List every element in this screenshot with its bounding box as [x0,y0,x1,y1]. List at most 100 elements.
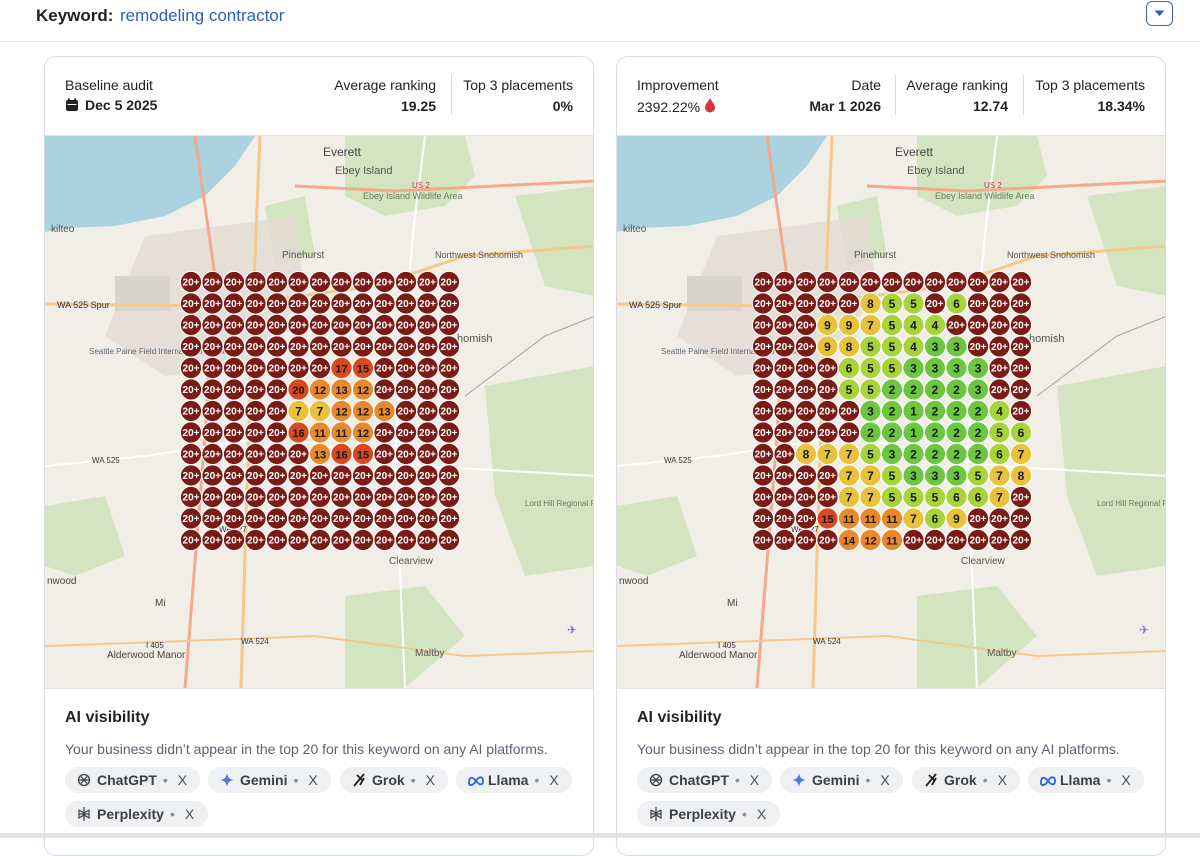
rank-pin[interactable]: 20+ [373,335,396,358]
ai-chip-perplexity[interactable]: Perplexity • X [637,801,780,827]
rank-pin[interactable]: 15 [816,507,839,530]
rank-pin[interactable]: 14 [837,528,861,552]
rank-pin[interactable]: 20+ [308,485,332,509]
rank-pin[interactable]: 20+ [1009,528,1033,552]
rank-pin[interactable]: 20+ [923,528,947,552]
rank-pin[interactable]: 20+ [966,528,990,552]
rank-pin[interactable]: 20+ [394,356,418,380]
rank-pin[interactable]: 6 [945,292,968,315]
rank-pin[interactable]: 3 [945,356,968,380]
rank-pin[interactable]: 20+ [773,485,796,509]
rank-pin[interactable]: 20+ [416,335,439,358]
rank-pin[interactable]: 20+ [287,464,310,487]
ai-chip-chatgpt[interactable]: ChatGPT • X [637,767,772,793]
rank-pin[interactable]: 7 [308,399,332,423]
rank-pin[interactable]: 20+ [373,378,396,401]
rank-pin[interactable]: 20+ [751,399,775,423]
rank-pin[interactable]: 3 [902,464,925,487]
rank-pin[interactable]: 20+ [201,292,224,315]
rank-pin[interactable]: 20+ [966,335,990,358]
rank-pin[interactable]: 2 [923,421,947,444]
rank-pin[interactable]: 20+ [794,507,818,530]
rank-pin[interactable]: 20+ [794,485,818,509]
current-rank-map[interactable]: Everett Ebey Island Ebey Island Wildlife A… [617,135,1165,689]
rank-pin[interactable]: 20+ [244,507,267,530]
rank-pin[interactable]: 6 [837,356,861,380]
rank-pin[interactable]: 2 [966,399,990,423]
rank-pin[interactable]: 20+ [394,442,418,466]
rank-pin[interactable]: 20+ [416,464,439,487]
rank-pin[interactable]: 20+ [330,485,353,509]
ai-chip-llama[interactable]: Llama • X [456,767,572,793]
rank-pin[interactable]: 2 [902,442,925,466]
rank-pin[interactable]: 2 [945,399,968,423]
rank-pin[interactable]: 20+ [394,507,418,530]
rank-pin[interactable]: 20+ [373,270,396,294]
rank-pin[interactable]: 3 [902,356,925,380]
rank-pin[interactable]: 20+ [988,335,1011,358]
rank-pin[interactable]: 2 [880,421,904,444]
rank-pin[interactable]: 20+ [265,270,289,294]
rank-pin[interactable]: 20+ [201,464,224,487]
rank-pin[interactable]: 5 [880,356,904,380]
rank-pin[interactable]: 20+ [394,399,418,423]
rank-pin[interactable]: 7 [837,464,861,487]
rank-pin[interactable]: 2 [923,442,947,466]
rank-pin[interactable]: 20+ [373,421,396,444]
rank-pin[interactable]: 20+ [330,335,353,358]
rank-pin[interactable]: 20+ [244,378,267,401]
rank-pin[interactable]: 20+ [416,292,439,315]
rank-pin[interactable]: 20+ [988,313,1011,337]
rank-pin[interactable]: 20+ [1009,335,1033,358]
rank-pin[interactable]: 7 [859,485,882,509]
rank-pin[interactable]: 20+ [773,313,796,337]
rank-pin[interactable]: 7 [287,399,310,423]
rank-pin[interactable]: 8 [794,442,818,466]
keyword-dropdown-button[interactable] [1146,1,1173,26]
rank-pin[interactable]: 20+ [373,507,396,530]
rank-pin[interactable]: 4 [923,313,947,337]
rank-pin[interactable]: 20+ [222,464,246,487]
rank-pin[interactable]: 2 [880,378,904,401]
rank-pin[interactable]: 2 [945,421,968,444]
rank-pin[interactable]: 20+ [308,292,332,315]
rank-pin[interactable]: 20+ [773,464,796,487]
rank-pin[interactable]: 20+ [751,270,775,294]
rank-pin[interactable]: 5 [902,485,925,509]
rank-pin[interactable]: 20+ [880,270,904,294]
rank-pin[interactable]: 3 [923,356,947,380]
rank-pin[interactable]: 20+ [837,399,861,423]
rank-pin[interactable]: 20+ [1009,378,1033,401]
rank-pin[interactable]: 20+ [794,399,818,423]
ai-chip-gemini[interactable]: Gemini • X [780,767,903,793]
rank-pin[interactable]: 20+ [373,485,396,509]
rank-pin[interactable]: 12 [308,378,332,401]
rank-pin[interactable]: 2 [923,399,947,423]
rank-pin[interactable]: 11 [880,528,904,552]
rank-pin[interactable]: 20+ [837,270,861,294]
rank-pin[interactable]: 11 [859,507,882,530]
rank-pin[interactable]: 20+ [222,292,246,315]
rank-pin[interactable]: 3 [966,356,990,380]
rank-pin[interactable]: 20+ [816,292,839,315]
rank-pin[interactable]: 20+ [794,270,818,294]
rank-pin[interactable]: 20+ [816,485,839,509]
rank-pin[interactable]: 20+ [416,442,439,466]
rank-pin[interactable]: 2 [923,378,947,401]
rank-pin[interactable]: 5 [859,335,882,358]
rank-pin[interactable]: 20+ [287,335,310,358]
rank-pin[interactable]: 20+ [902,528,925,552]
rank-pin[interactable]: 2 [902,378,925,401]
rank-pin[interactable]: 20+ [351,270,375,294]
rank-pin[interactable]: 20+ [416,507,439,530]
rank-pin[interactable]: 3 [923,335,947,358]
rank-pin[interactable]: 20+ [751,442,775,466]
rank-pin[interactable]: 5 [880,335,904,358]
rank-pin[interactable]: 20+ [179,421,203,444]
rank-pin[interactable]: 20+ [751,356,775,380]
rank-pin[interactable]: 20+ [988,507,1011,530]
rank-pin[interactable]: 20+ [394,464,418,487]
rank-pin[interactable]: 6 [988,442,1011,466]
rank-pin[interactable]: 20+ [179,270,203,294]
rank-pin[interactable]: 20+ [179,378,203,401]
